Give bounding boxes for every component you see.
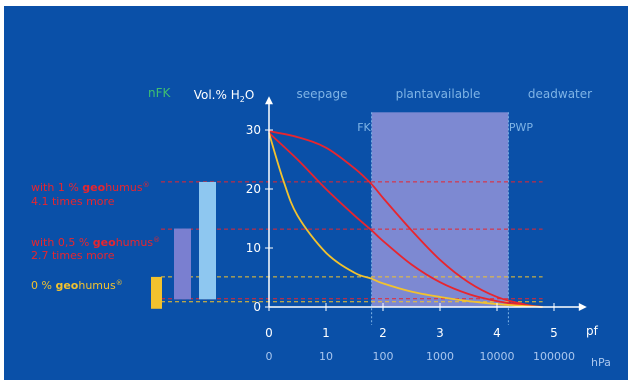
y-axis-arrow [265,96,273,105]
zone-label-deadwater: deadwater [528,87,592,101]
nfk-bar-1pct [199,181,216,300]
annotation-1pct-line1: with 1 % geohumus® [31,181,150,194]
series-line-05pct [268,132,543,308]
y-tick-label-3: 30 [246,123,261,137]
y-tick-label-2: 20 [246,182,261,196]
annotation-0pct-line1: 0 % geohumus® [31,279,123,292]
x-tick-label-5: 5 [550,326,558,340]
x-secondary-tick-label-5: 100000 [533,350,575,363]
x-secondary-tick-label-0: 0 [266,350,273,363]
pwp-marker: PWP [509,121,534,134]
reference-layer [161,181,543,303]
x-tick-label-3: 3 [436,326,444,340]
x-tick-label-2: 2 [379,326,387,340]
zone-label-plantavailable: plantavailable [396,87,481,101]
x-secondary-tick-label-2: 100 [373,350,394,363]
x-tick-label-0: 0 [265,326,273,340]
nfk-bar-layer [151,181,216,309]
x-secondary-tick-label-3: 1000 [426,350,454,363]
x-tick-label-4: 4 [493,326,501,340]
nfk-bar-0pct [151,276,162,309]
x-axis-arrow [578,303,587,311]
annotation-05pct-line2: 2.7 times more [31,249,115,262]
y-tick-label-1: 10 [246,241,261,255]
y-tick-label-0: 0 [253,300,261,314]
fk-marker: FK [357,121,371,134]
annotation-1pct-line2: 4.1 times more [31,195,115,208]
nfk-bar-05pct [174,228,191,300]
nfk-label: nFK [148,86,172,100]
x-secondary-tick-label-1: 10 [319,350,333,363]
x-tick-label-1: 1 [322,326,330,340]
chart-svg: nFK Vol.% H2O seepage plantavailable dea… [4,6,628,380]
zone-label-seepage: seepage [297,87,348,101]
series-line-1pct [268,130,543,308]
chart-panel: nFK Vol.% H2O seepage plantavailable dea… [4,6,628,380]
x-axis-unit: pf [586,324,599,338]
x-secondary-tick-label-4: 10000 [480,350,515,363]
chart-background [4,6,628,380]
y-axis-label: Vol.% H2O [194,88,255,104]
annotation-layer: with 1 % geohumus® 4.1 times more with 0… [31,181,160,292]
x-secondary-unit: hPa [591,356,611,369]
annotation-05pct-line1: with 0,5 % geohumus® [31,236,160,249]
